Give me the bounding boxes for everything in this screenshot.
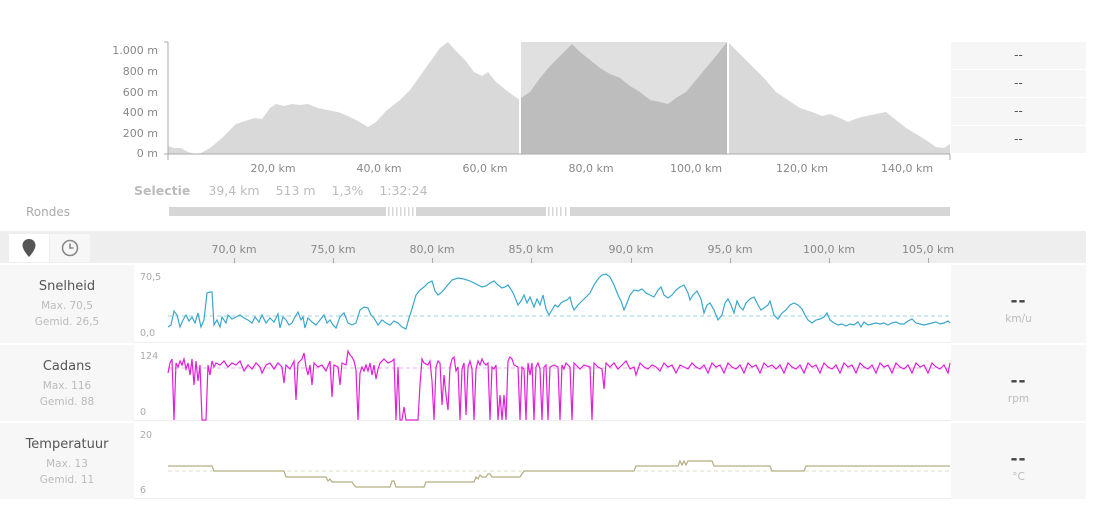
map-pin-icon: [22, 239, 36, 257]
zoom-x-tick-mark: [730, 258, 731, 263]
zoom-x-tick: 85,0 km: [508, 243, 554, 256]
overview-stat-box: --: [951, 98, 1086, 125]
time-axis-button[interactable]: [50, 234, 90, 262]
current-value: --: [1010, 371, 1027, 391]
metric-avg: Gemid. 88: [39, 396, 95, 408]
clock-icon: [61, 239, 79, 257]
elevation-x-tick: 140,0 km: [880, 162, 934, 175]
selection-distance: 39,4 km: [208, 183, 260, 198]
elevation-x-tick: 80,0 km: [568, 162, 614, 175]
elevation-y-tick: 200 m: [122, 127, 158, 140]
elevation-y-tick: 1.000 m: [112, 44, 158, 57]
zoom-x-tick-mark: [631, 258, 632, 263]
metric-label-speed: Snelheid Max. 70,5 Gemid. 26,5: [0, 265, 134, 343]
unit-label: rpm: [1007, 393, 1030, 405]
zoom-x-tick-mark: [432, 258, 433, 263]
laps-bar[interactable]: [169, 207, 950, 216]
metric-name: Snelheid: [38, 279, 96, 294]
overview-stat-box: --: [951, 42, 1086, 69]
cadence-chart[interactable]: 124 0: [134, 345, 951, 421]
elevation-x-tick: 40,0 km: [356, 162, 402, 175]
y-min-label: 0,0: [140, 328, 156, 339]
elevation-x-tick: 100,0 km: [669, 162, 723, 175]
unit-label: km/u: [1005, 313, 1032, 325]
elevation-x-tick: 60,0 km: [462, 162, 508, 175]
current-value: --: [1010, 291, 1027, 311]
elevation-overview: 1.000 m 800 m 600 m 400 m 200 m 0 m 20,0…: [0, 0, 1095, 200]
metric-label-temperature: Temperatuur Max. 13 Gemid. 11: [0, 423, 134, 499]
speed-chart[interactable]: 70,5 0,0: [134, 265, 951, 343]
y-min-label: 6: [140, 485, 147, 496]
selection-duration: 1:32:24: [379, 183, 428, 198]
y-max-label: 70,5: [140, 272, 162, 283]
zoom-x-tick-mark: [333, 258, 334, 263]
zoom-x-tick: 90,0 km: [608, 243, 654, 256]
overview-stat-box: --: [951, 70, 1086, 97]
zoom-x-tick-mark: [531, 258, 532, 263]
elevation-y-tick: 800 m: [122, 65, 158, 78]
y-max-label: 20: [140, 430, 153, 441]
zoom-x-tick-mark: [234, 258, 235, 263]
elevation-chart[interactable]: [0, 0, 1095, 200]
metric-label-cadence: Cadans Max. 116 Gemid. 88: [0, 345, 134, 421]
distance-axis-button[interactable]: [9, 234, 49, 262]
laps-label: Rondes: [26, 205, 70, 219]
selection-summary: Selectie 39,4 km 513 m 1,3% 1:32:24: [134, 183, 440, 198]
chart-toolbar: 70,0 km 75,0 km 80,0 km 85,0 km 90,0 km …: [0, 231, 1086, 263]
y-min-label: 0: [140, 407, 147, 418]
zoom-x-tick-mark: [829, 258, 830, 263]
metric-value-cadence: -- rpm: [951, 345, 1086, 421]
overview-stat-box: --: [951, 126, 1086, 153]
elevation-x-tick: 120,0 km: [775, 162, 829, 175]
metric-name: Cadans: [42, 359, 92, 374]
zoom-x-tick: 75,0 km: [310, 243, 356, 256]
selection-elevation: 513 m: [275, 183, 316, 198]
selection-label: Selectie: [134, 183, 191, 198]
metric-max: Max. 116: [42, 380, 92, 392]
metric-max: Max. 13: [46, 458, 88, 470]
metric-avg: Gemid. 11: [39, 474, 95, 486]
metric-avg: Gemid. 26,5: [34, 316, 100, 328]
unit-label: °C: [1012, 471, 1025, 483]
metric-name: Temperatuur: [25, 437, 109, 452]
zoom-x-tick: 100,0 km: [802, 243, 856, 256]
zoom-x-tick: 105,0 km: [901, 243, 955, 256]
metric-value-speed: -- km/u: [951, 265, 1086, 343]
zoom-x-tick-mark: [928, 258, 929, 263]
metric-max: Max. 70,5: [41, 300, 93, 312]
elevation-y-tick: 400 m: [122, 106, 158, 119]
zoom-x-tick: 95,0 km: [707, 243, 753, 256]
selection-grade: 1,3%: [331, 183, 364, 198]
elevation-y-tick: 0 m: [136, 147, 158, 160]
zoom-x-tick: 70,0 km: [211, 243, 257, 256]
current-value: --: [1010, 449, 1027, 469]
elevation-x-tick: 20,0 km: [250, 162, 296, 175]
metric-value-temperature: -- °C: [951, 423, 1086, 499]
temperature-chart[interactable]: 20 6: [134, 423, 951, 499]
zoom-x-tick: 80,0 km: [409, 243, 455, 256]
y-max-label: 124: [140, 351, 159, 362]
elevation-y-tick: 600 m: [122, 86, 158, 99]
